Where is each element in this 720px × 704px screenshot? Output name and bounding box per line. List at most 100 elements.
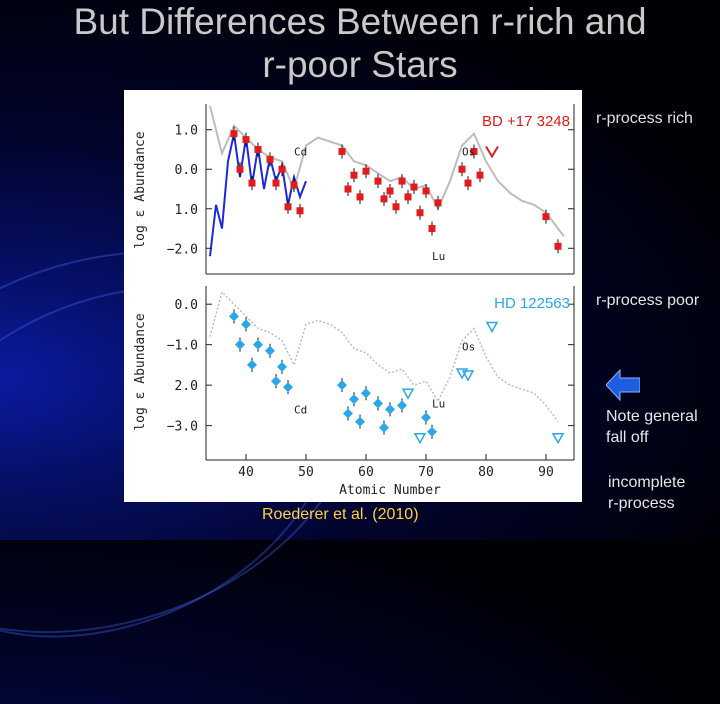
data-point: [248, 179, 256, 187]
slide-title-line1: But Differences Between r-rich and: [73, 1, 647, 42]
data-point: [253, 339, 263, 350]
data-point: [247, 359, 257, 370]
y-axis-label-rich: log ε Abundance: [133, 131, 148, 249]
upper-limit-marker: [485, 145, 499, 159]
data-point: [428, 225, 436, 233]
label-r-process-rich: r-process rich: [596, 110, 693, 127]
data-point: [356, 193, 364, 201]
y-tick-label: 0.0: [175, 163, 198, 178]
data-point: [265, 345, 275, 356]
upper-limit-marker: [461, 370, 475, 382]
abundance-chart: 1.0 0.0 1.0 −2.0 Cd Os Lu BD +17 3248 log ε Ab…: [133, 104, 575, 498]
data-point: [542, 213, 550, 221]
data-point: [398, 177, 406, 185]
y-tick-label: −3.0: [167, 420, 198, 435]
element-annotation: Lu: [432, 397, 445, 410]
data-point: [229, 311, 239, 322]
data-point: [271, 376, 281, 387]
element-annotation: Cd: [294, 145, 307, 158]
data-point: [283, 382, 293, 393]
x-tick-label: 90: [538, 465, 554, 480]
note-line2: fall off: [606, 429, 649, 446]
data-point: [277, 361, 287, 372]
panel-title-rich: BD +17 3248: [482, 113, 570, 130]
y-tick-label: −1.0: [167, 339, 198, 354]
data-point: [374, 177, 382, 185]
data-point: [422, 187, 430, 195]
data-point: [386, 187, 394, 195]
slide-title: But Differences Between r-rich and r-poo…: [0, 0, 720, 86]
note-fall-off: Note general fall off: [606, 406, 698, 448]
x-tick-label: 40: [238, 465, 254, 480]
left-arrow-icon: [606, 368, 640, 402]
x-tick-label: 80: [478, 465, 494, 480]
x-tick-label: 60: [358, 465, 374, 480]
data-point: [427, 426, 437, 437]
y-tick-label: 0.0: [175, 298, 198, 313]
data-point: [296, 207, 304, 215]
data-point: [380, 195, 388, 203]
data-point: [410, 183, 418, 191]
panel-poor: 0.0 −1.0 2.0 −3.0 Os Lu Cd 40 50 60 70 80 90 HD 1225…: [133, 286, 575, 498]
x-tick-label: 70: [418, 465, 434, 480]
data-point: [344, 185, 352, 193]
data-point: [385, 404, 395, 415]
data-point: [434, 199, 442, 207]
x-axis-label: Atomic Number: [339, 483, 441, 498]
incomplete-line1: incomplete: [608, 474, 686, 491]
data-point: [470, 147, 478, 155]
data-point: [379, 422, 389, 433]
data-point: [355, 416, 365, 427]
note-line1: Note general: [606, 408, 698, 425]
data-point: [272, 179, 280, 187]
data-point: [350, 171, 358, 179]
data-point: [397, 400, 407, 411]
x-tick-label: 50: [298, 465, 314, 480]
y-tick-label: 1.0: [175, 124, 198, 139]
y-tick-label: 2.0: [175, 379, 198, 394]
data-point: [362, 167, 370, 175]
y-tick-label: −2.0: [167, 242, 198, 257]
data-point: [392, 203, 400, 211]
data-point: [476, 171, 484, 179]
element-annotation: Cd: [294, 403, 307, 416]
slide-title-line2: r-poor Stars: [262, 44, 458, 85]
data-point: [404, 193, 412, 201]
data-point: [421, 412, 431, 423]
data-point: [284, 203, 292, 211]
data-point: [349, 394, 359, 405]
data-point: [416, 209, 424, 217]
data-point: [343, 408, 353, 419]
panel-rich: 1.0 0.0 1.0 −2.0 Cd Os Lu BD +17 3248 log ε Ab…: [133, 104, 575, 275]
element-annotation: Os: [462, 145, 475, 158]
data-point: [554, 242, 562, 250]
data-point: [236, 165, 244, 173]
data-point: [242, 136, 250, 144]
data-point: [338, 147, 346, 155]
upper-limit-marker: [551, 433, 565, 445]
element-annotation: Lu: [432, 250, 445, 263]
note-incomplete: incomplete r-process: [608, 472, 685, 514]
data-point: [458, 165, 466, 173]
citation: Roederer et al. (2010): [262, 506, 419, 523]
data-point: [337, 380, 347, 391]
data-point: [254, 145, 262, 153]
data-point: [278, 165, 286, 173]
y-tick-label: 1.0: [175, 203, 198, 218]
data-point: [235, 339, 245, 350]
label-r-process-poor: r-process poor: [596, 292, 700, 309]
element-annotation: Os: [462, 341, 475, 354]
data-point: [464, 179, 472, 187]
data-point: [373, 398, 383, 409]
upper-limit-marker: [413, 433, 427, 445]
y-axis-label-poor: log ε Abundance: [133, 313, 148, 431]
data-point: [361, 388, 371, 399]
upper-limit-marker: [485, 321, 499, 333]
abundance-figure: 1.0 0.0 1.0 −2.0 Cd Os Lu BD +17 3248 log ε Ab…: [124, 90, 582, 502]
data-point: [241, 319, 251, 330]
upper-limit-marker: [401, 388, 415, 400]
data-point: [230, 130, 238, 138]
panel-title-poor: HD 122563: [494, 295, 570, 312]
data-point: [290, 181, 298, 189]
data-point: [266, 155, 274, 163]
